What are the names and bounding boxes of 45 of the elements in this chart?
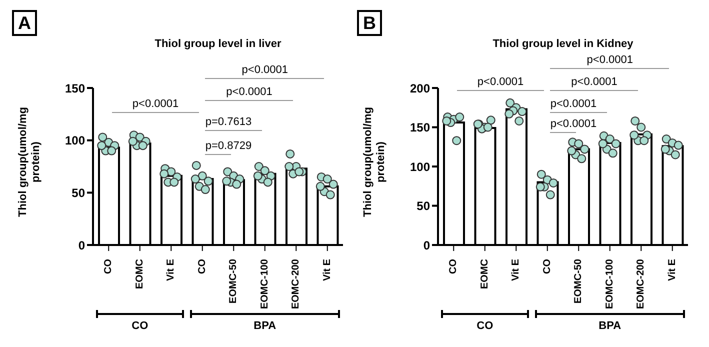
y-tick-label: 150 — [410, 120, 430, 135]
y-tick-label: 100 — [410, 160, 430, 174]
x-tick-label: EOMC — [134, 259, 146, 289]
text: BPA — [252, 320, 278, 332]
y-tick-label: 150 — [64, 81, 86, 96]
x-tick-label: Vit E — [510, 258, 522, 282]
y-tick-label: 50 — [416, 199, 430, 214]
x-tick-label: CO — [448, 258, 460, 274]
text: p<0.0001 — [240, 64, 289, 76]
annotation: p<0.0001 — [225, 86, 274, 98]
annotation: p<0.0001 — [476, 76, 525, 88]
x-tick-label: EOMC-50 — [228, 258, 240, 304]
x-tick-label: CO — [196, 258, 208, 274]
y-tick-label: 100 — [64, 134, 86, 148]
x-tick-label: Vit E — [666, 258, 678, 282]
y-axis-title: Thiol group(umol/mg protein) — [362, 106, 388, 219]
annotation: p<0.0001 — [570, 76, 618, 88]
annotation: p<0.0001 — [550, 118, 597, 130]
x-tick-label: CO — [103, 258, 114, 274]
text: CO — [130, 320, 150, 332]
text: CO — [476, 320, 494, 332]
annotation: p=0.7613 — [205, 116, 252, 128]
x-tick-label: EOMC-200 — [290, 258, 302, 310]
text: BPA — [598, 320, 622, 332]
y-tick-label: 50 — [72, 186, 86, 200]
x-tick-label: EOMC-200 — [636, 258, 647, 310]
annotation: p=0.8729 — [205, 140, 252, 152]
x-tick-label: EOMC-100 — [259, 258, 270, 310]
x-tick-label: Vit E — [166, 258, 177, 282]
x-tick-label: Vit E — [322, 258, 333, 282]
text: B — [357, 10, 382, 36]
y-axis-title: Thiol group(umol/mg protein) — [17, 106, 43, 219]
text: p<0.0001 — [586, 54, 634, 66]
chart-title: Thiol group level in liver — [154, 38, 282, 50]
x-tick-label: EOMC-100 — [604, 258, 616, 310]
chart-title: Thiol group level in Kidney — [492, 38, 634, 50]
x-tick-label: CO — [542, 258, 553, 274]
annotation: p<0.0001 — [550, 98, 597, 110]
y-tick-label: 0 — [78, 238, 86, 252]
text: A — [12, 10, 37, 36]
y-tick-label: 0 — [423, 238, 430, 252]
annotation: p<0.0001 — [131, 98, 180, 110]
x-tick-label: EOMC-50 — [573, 258, 584, 304]
x-tick-label: EOMC — [479, 259, 490, 289]
y-tick-label: 200 — [410, 81, 430, 96]
